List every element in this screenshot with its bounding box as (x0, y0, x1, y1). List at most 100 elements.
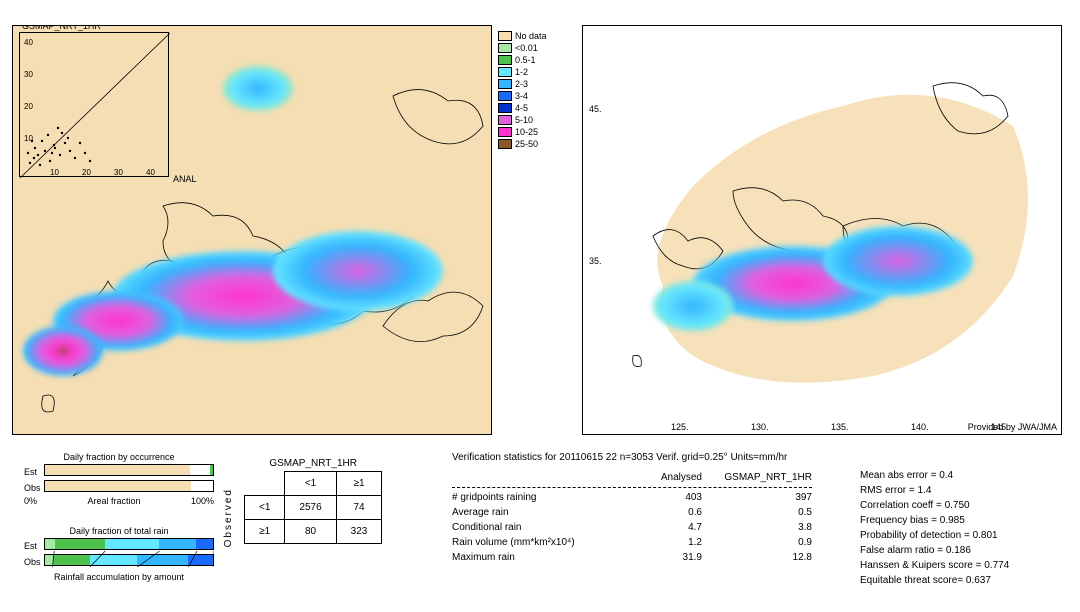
legend-item: 4-5 (498, 102, 547, 114)
legend-item: 1-2 (498, 66, 547, 78)
svg-text:20: 20 (24, 102, 33, 111)
svg-text:20: 20 (82, 168, 91, 177)
fraction-occurrence-title: Daily fraction by occurrence (24, 452, 214, 462)
stats-analysed: 4.7 (632, 520, 702, 535)
legend-swatch (498, 43, 512, 53)
stats-row: # gridpoints raining403397 (452, 490, 812, 505)
svg-text:45.: 45. (589, 104, 602, 114)
legend-swatch (498, 79, 512, 89)
metric-line: False alarm ratio = 0.186 (860, 543, 1009, 558)
legend-item: 3-4 (498, 90, 547, 102)
ct-lt-col: <1 (285, 472, 336, 496)
stacked-bar (44, 480, 214, 492)
svg-text:135.: 135. (831, 422, 849, 432)
stats-label: # gridpoints raining (452, 490, 632, 505)
verification-title: Verification statistics for 20110615 22 … (452, 452, 787, 463)
stats-analysed: 31.9 (632, 550, 702, 565)
legend-swatch (498, 91, 512, 101)
fraction-occurrence: Daily fraction by occurrence EstObs 0% A… (24, 452, 214, 506)
legend-label: 0.5-1 (515, 55, 536, 65)
stats-h-gsmap: GSMAP_NRT_1HR (702, 470, 812, 485)
fraction-total: Daily fraction of total rain EstObs Rain… (24, 526, 214, 584)
stats-row: Average rain0.60.5 (452, 505, 812, 520)
bar-segment (45, 539, 55, 549)
ct-bl: 80 (285, 520, 336, 544)
fraction-total-title: Daily fraction of total rain (24, 526, 214, 536)
ct-ge-col: ≥1 (336, 472, 382, 496)
stacked-bar (44, 464, 214, 476)
svg-text:130.: 130. (751, 422, 769, 432)
stats-label: Average rain (452, 505, 632, 520)
contingency-row-header: Observed (223, 488, 234, 547)
color-legend: No data<0.010.5-1 1-22-33-4 4-5 5-10 10-2525… (498, 30, 547, 150)
ct-tl: 2576 (285, 496, 336, 520)
stats-gsmap: 3.8 (702, 520, 812, 535)
svg-text:140.: 140. (911, 422, 929, 432)
bar-segment (90, 555, 137, 565)
legend-swatch (498, 115, 512, 125)
legend-swatch (498, 127, 512, 137)
bar-segment (196, 539, 213, 549)
stats-gsmap: 12.8 (702, 550, 812, 565)
precip-blob (273, 231, 443, 311)
legend-swatch (498, 67, 512, 77)
stacked-bar (44, 538, 214, 550)
ct-lt-row: <1 (245, 496, 285, 520)
bar-segment (45, 465, 190, 475)
svg-text:10: 10 (50, 168, 59, 177)
legend-item: 0.5-1 (498, 54, 547, 66)
metrics-block: Mean abs error = 0.4RMS error = 1.4Corre… (860, 468, 1009, 588)
metric-line: Frequency bias = 0.985 (860, 513, 1009, 528)
legend-item: 2-3 (498, 78, 547, 90)
precip-blob (653, 281, 733, 331)
legend-item: <0.01 (498, 42, 547, 54)
legend-swatch (498, 31, 512, 41)
bar-label: Est (24, 541, 44, 551)
legend-label: 4-5 (515, 103, 528, 113)
precip-blob (223, 66, 293, 111)
legend-label: 10-25 (515, 127, 538, 137)
ct-ge-row: ≥1 (245, 520, 285, 544)
bar-row-est: Est (24, 464, 214, 480)
metric-line: RMS error = 1.4 (860, 483, 1009, 498)
svg-text:40: 40 (146, 168, 155, 177)
legend-swatch (498, 139, 512, 149)
legend-item: 25-50 (498, 138, 547, 150)
axis-0pct: 0% (24, 496, 37, 506)
anal-label: ANAL (173, 174, 197, 184)
stats-analysed: 1.2 (632, 535, 702, 550)
stats-gsmap: 0.9 (702, 535, 812, 550)
right-map-panel: Hourly Radar-AMeDAS analysis for 2011061… (582, 25, 1062, 435)
bottom-stats: Daily fraction by occurrence EstObs 0% A… (0, 452, 1080, 612)
svg-text:30: 30 (24, 70, 33, 79)
bar-segment (45, 555, 53, 565)
legend-label: 5-10 (515, 115, 533, 125)
bar-segment (159, 539, 196, 549)
svg-text:40: 40 (24, 38, 33, 47)
stats-h-analysed: Analysed (632, 470, 702, 485)
svg-text:30: 30 (114, 168, 123, 177)
legend-swatch (498, 103, 512, 113)
stats-gsmap: 397 (702, 490, 812, 505)
stats-table: Analysed GSMAP_NRT_1HR # gridpoints rain… (452, 470, 812, 565)
legend-item: No data (498, 30, 547, 42)
stats-row: Maximum rain31.912.8 (452, 550, 812, 565)
legend-label: 3-4 (515, 91, 528, 101)
legend-swatch (498, 55, 512, 65)
svg-text:10: 10 (24, 134, 33, 143)
legend-item: 5-10 (498, 114, 547, 126)
metric-line: Hanssen & Kuipers score = 0.774 (860, 558, 1009, 573)
legend-label: 1-2 (515, 67, 528, 77)
stats-row: Rain volume (mm*km²x10⁴)1.20.9 (452, 535, 812, 550)
bar-segment (190, 465, 209, 475)
legend-item: 10-25 (498, 126, 547, 138)
stats-label: Rain volume (mm*km²x10⁴) (452, 535, 632, 550)
precip-blob (823, 226, 973, 296)
precip-blob (23, 326, 103, 376)
contingency-table: <1 ≥1 <1 2576 74 ≥1 80 323 (244, 471, 382, 544)
stats-label: Conditional rain (452, 520, 632, 535)
metric-line: Mean abs error = 0.4 (860, 468, 1009, 483)
bar-segment (55, 539, 105, 549)
bar-segment (188, 555, 213, 565)
bar-segment (137, 555, 187, 565)
